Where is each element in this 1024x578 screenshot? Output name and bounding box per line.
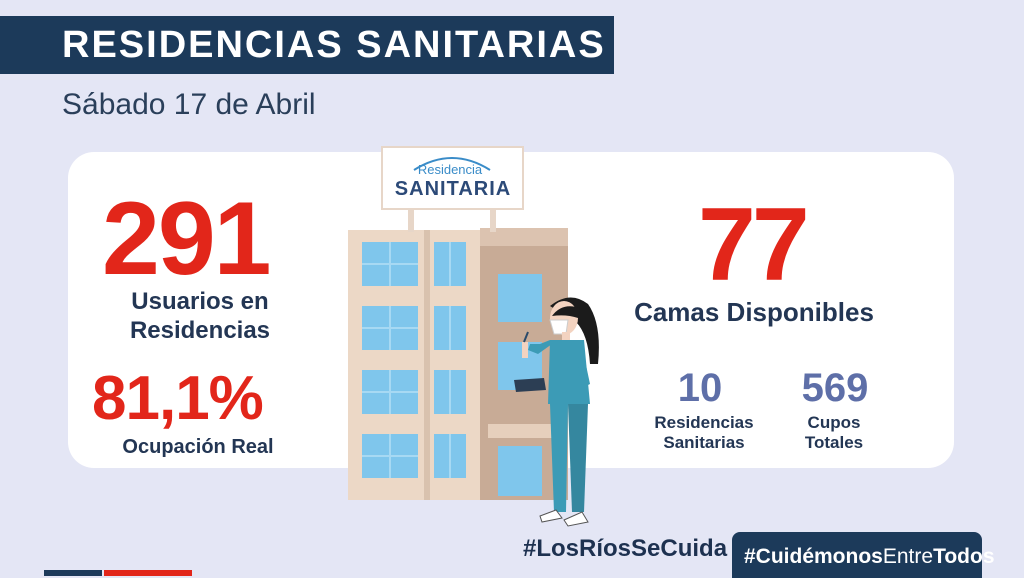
residencias-value: 10 [677, 366, 723, 410]
residencias-label-line2: Sanitarias [663, 433, 745, 452]
sign-main-text: SANITARIA [394, 178, 512, 200]
sign-top-text: Residencia [417, 162, 483, 177]
usuarios-label-line1: Usuarios en [131, 288, 269, 315]
hashtag-losrios: #LosRíosSeCuida [523, 535, 728, 562]
ocupacion-value: 81,1% [92, 364, 264, 433]
hashtag-cuidemonos: #CuidémonosEntreTodos [744, 545, 995, 569]
camas-value: 77 [698, 187, 810, 303]
date-label: Sábado 17 de Abril [62, 88, 316, 121]
usuarios-value: 291 [102, 181, 272, 297]
sign-pole-left [408, 210, 414, 232]
sign-pole-right [490, 210, 496, 232]
hashtag-part-b: Entre [882, 545, 934, 568]
residencia-sign [381, 146, 524, 210]
usuarios-label: Usuarios en Residencias [112, 287, 288, 345]
page-title: RESIDENCIAS SANITARIAS [62, 24, 606, 66]
hashtag-part-c: Todos [933, 545, 995, 568]
cupos-label-line1: Cupos [807, 413, 861, 432]
footer-bar-navy [44, 570, 102, 576]
usuarios-label-line2: Residencias [129, 317, 271, 344]
cupos-label: Cupos Totales [786, 413, 882, 453]
hashtag-part-a: #Cuidémonos [744, 545, 883, 568]
footer-bar-red [104, 570, 192, 576]
camas-label: Camas Disponibles [634, 297, 874, 327]
title-banner [0, 16, 618, 74]
nurse-illustration [514, 297, 599, 527]
residencias-label: Residencias Sanitarias [644, 413, 764, 453]
hashtag-banner [732, 532, 982, 578]
cupos-value: 569 [801, 366, 869, 410]
residencias-label-line1: Residencias [654, 413, 754, 432]
sign-arc-icon [413, 157, 491, 171]
ocupacion-label: Ocupación Real [122, 436, 274, 458]
cupos-label-line2: Totales [804, 433, 864, 452]
